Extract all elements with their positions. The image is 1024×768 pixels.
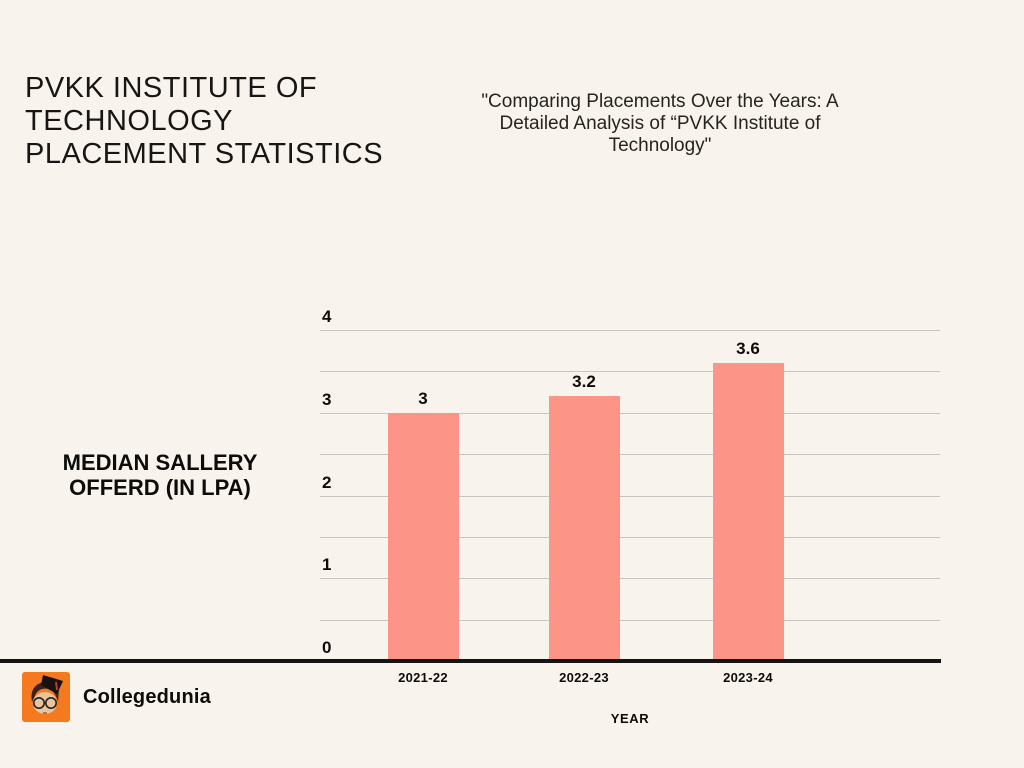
x-tick-label: 2022-23 [559, 670, 609, 685]
collegedunia-mascot-icon [22, 672, 70, 722]
brand-name: Collegedunia [83, 685, 211, 708]
gridline [320, 536, 940, 538]
bar-chart: 0 1 2 3 4 3 2021-22 3.2 2022-23 3.6 2023-24 [320, 307, 940, 685]
x-tick-label: 2021-22 [398, 670, 448, 685]
bar-value-label: 3.6 [736, 339, 760, 359]
bar-value-label: 3.2 [572, 372, 596, 392]
y-tick-label: 2 [322, 472, 332, 492]
bar [387, 412, 459, 662]
footer-brand: Collegedunia [22, 672, 211, 722]
y-tick-label: 3 [322, 389, 332, 409]
bar-value-label: 3 [418, 388, 428, 408]
y-axis-title: MEDIAN SALLERY OFFERD (IN LPA) [62, 450, 258, 500]
gridline [320, 578, 940, 580]
x-axis-title: YEAR [610, 711, 650, 726]
gridline [320, 412, 940, 414]
gridline [320, 330, 940, 331]
x-tick-label: 2023-24 [723, 670, 773, 685]
gridline [320, 495, 940, 497]
gridline [320, 454, 940, 456]
y-tick-label: 0 [322, 638, 332, 657]
bar [712, 363, 784, 661]
x-axis-line [0, 659, 941, 663]
y-tick-label: 1 [322, 555, 332, 575]
bar [548, 396, 620, 661]
y-tick-label: 4 [322, 307, 332, 326]
page-title: PVKK INSTITUTE OF TECHNOLOGY PLACEMENT S… [25, 72, 384, 170]
gridline [320, 371, 940, 373]
gridline [320, 619, 940, 621]
page-subtitle: "Comparing Placements Over the Years: A … [481, 91, 839, 156]
